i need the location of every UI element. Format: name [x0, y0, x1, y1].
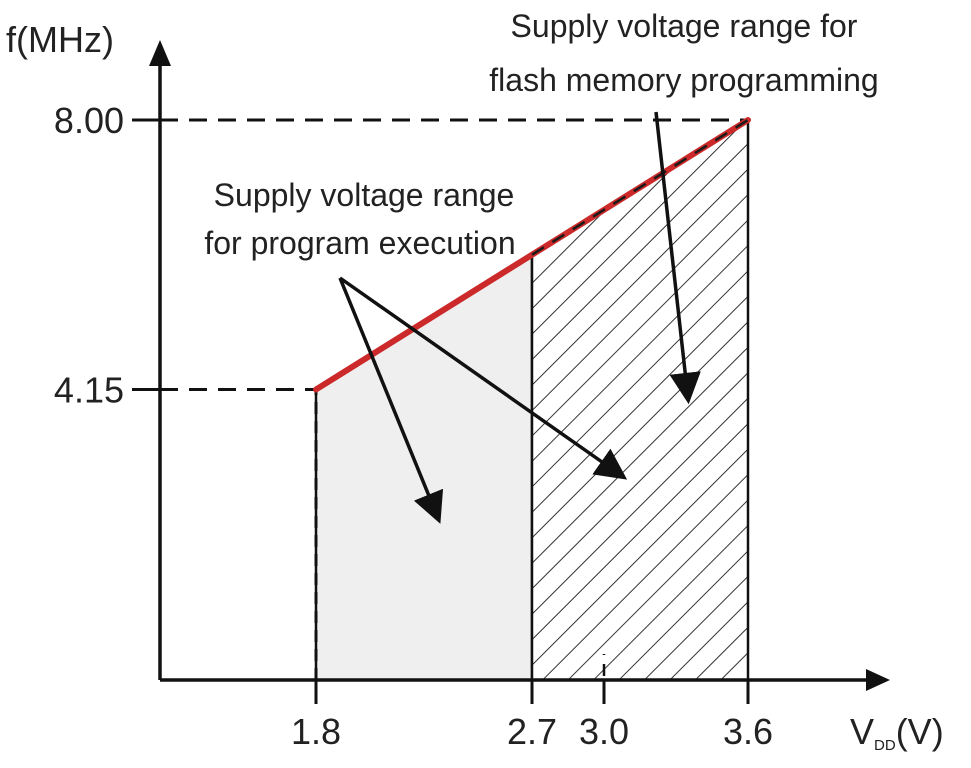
x-tick-label-3-0: 3.0: [579, 711, 629, 752]
x-tick-label-3-6: 3.6: [723, 711, 773, 752]
arrow-to-execution-region: [338, 277, 444, 524]
x-axis-title-subscript: DD: [874, 737, 896, 754]
annotation-execution-line1: Supply voltage range: [214, 177, 515, 213]
frequency-limit-line-flash: [531, 118, 749, 256]
y-tick-label-8-00: 8.00: [54, 100, 124, 141]
flash-programming-region: [530, 117, 750, 682]
x-axis-title-unit: (V): [896, 711, 944, 752]
program-execution-region: [314, 252, 534, 682]
y-axis-arrow-icon: [149, 40, 171, 66]
x-tick-label-2-7: 2.7: [507, 711, 557, 752]
x-tick-label-1-8: 1.8: [291, 711, 341, 752]
x-axis-title-main: V: [850, 711, 874, 752]
annotation-execution-line2: for program execution: [204, 225, 515, 261]
annotation-flash-line1: Supply voltage range for: [511, 8, 858, 44]
y-tick-label-4-15: 4.15: [54, 370, 124, 411]
x-axis-title: VDD(V): [850, 711, 944, 754]
annotation-flash-line2: flash memory programming: [489, 62, 878, 98]
x-axis-arrow-icon: [866, 669, 890, 691]
arrow-to-flash-region: [654, 111, 701, 405]
y-axis-title: f(MHz): [6, 19, 114, 60]
arrow-to-shared-region: [338, 276, 628, 480]
